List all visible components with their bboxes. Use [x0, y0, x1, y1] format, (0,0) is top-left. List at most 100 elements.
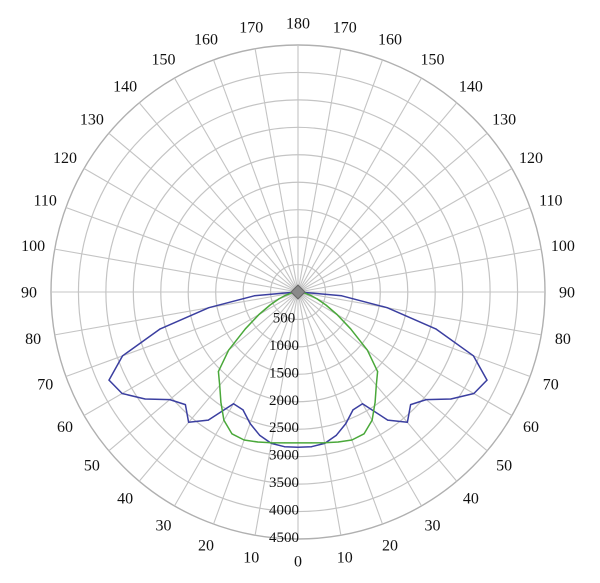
- series-1-point: [410, 404, 412, 406]
- grid-spoke: [254, 48, 299, 293]
- series-2-point: [324, 442, 326, 444]
- series-2-point: [243, 439, 245, 441]
- angle-tick-label: 20: [382, 537, 398, 554]
- series-1-point: [169, 399, 171, 401]
- series-2-point: [363, 433, 365, 435]
- series-1-point: [310, 446, 313, 448]
- angle-tick-label: 140: [113, 78, 137, 95]
- radial-tick-label: 4500: [269, 530, 299, 546]
- series-1-point: [361, 403, 364, 405]
- series-1-point: [345, 422, 347, 425]
- grid-spoke: [297, 102, 458, 293]
- angle-tick-label: 50: [84, 457, 100, 474]
- center-marker-shape: [290, 284, 306, 300]
- series-1-point: [425, 399, 427, 401]
- angle-tick-label: 70: [37, 377, 53, 394]
- grid-spoke: [297, 248, 542, 293]
- series-1-point: [207, 419, 209, 421]
- series-2-point: [284, 442, 286, 444]
- grid-spoke: [54, 291, 299, 336]
- series-1-point: [473, 392, 475, 395]
- angle-tick-label: 110: [33, 193, 56, 210]
- angle-tick-label: 160: [194, 32, 218, 49]
- series-2-point: [217, 371, 219, 373]
- grid-spoke: [297, 77, 422, 293]
- radial-tick-label: 3000: [269, 448, 299, 464]
- angle-tick-label: 20: [198, 537, 214, 554]
- series-2-point: [310, 294, 312, 296]
- series-2-point: [258, 313, 260, 316]
- angle-tick-label: 60: [523, 419, 539, 436]
- series-1-point: [232, 403, 235, 405]
- grid-spoke: [297, 207, 531, 293]
- angle-tick-label: 80: [555, 331, 571, 348]
- angle-tick-label: 40: [117, 491, 133, 508]
- series-2-point: [244, 328, 246, 330]
- series-2-point: [374, 401, 376, 403]
- series-1-point: [188, 421, 190, 423]
- series-2-point: [351, 439, 353, 441]
- grid-spoke: [297, 48, 342, 293]
- series-2-point: [231, 433, 233, 435]
- grid-spoke: [297, 132, 488, 293]
- angle-tick-label: 30: [156, 518, 172, 535]
- angle-tick-label: 170: [239, 20, 263, 37]
- angle-tick-label: 120: [519, 150, 543, 167]
- series-1-point: [108, 379, 110, 381]
- grid-spoke: [297, 291, 488, 452]
- series-layer: [108, 291, 488, 449]
- grid-spoke: [108, 132, 299, 293]
- grid-spoke: [174, 291, 299, 507]
- angle-tick-label: 160: [378, 32, 402, 49]
- series-2-point: [257, 441, 259, 443]
- series-2-point: [284, 294, 286, 296]
- tick-labels: 1801701601501401301201101009080706050403…: [21, 16, 575, 571]
- angle-tick-label: 40: [463, 491, 479, 508]
- series-2-point: [219, 384, 221, 386]
- series-1-point: [450, 398, 452, 400]
- series-1-point: [283, 446, 286, 448]
- series-2-point: [297, 442, 299, 444]
- series-1-point: [352, 409, 354, 411]
- radial-tick-label: 500: [273, 310, 296, 326]
- angle-tick-label: 50: [496, 457, 512, 474]
- grid-spoke: [108, 291, 299, 452]
- series-1-point: [435, 328, 437, 330]
- radial-tick-label: 1500: [269, 365, 299, 381]
- series-2-point: [270, 442, 272, 444]
- grid-spoke: [83, 168, 299, 293]
- angle-tick-label: 100: [551, 238, 575, 255]
- series-1-point: [297, 446, 299, 448]
- grid-spoke: [297, 291, 342, 536]
- series-2-point: [337, 441, 339, 443]
- angle-tick-label: 70: [543, 377, 559, 394]
- grid-spoke: [138, 291, 299, 482]
- series-1-point: [159, 328, 161, 330]
- grid-spoke: [174, 77, 299, 293]
- series-2-point: [377, 371, 379, 373]
- angle-tick-label: 80: [25, 331, 41, 348]
- center-marker: [290, 284, 306, 300]
- angle-tick-label: 10: [337, 549, 353, 566]
- angle-tick-label: 150: [421, 52, 445, 69]
- series-2-point: [325, 304, 327, 306]
- angle-tick-label: 30: [425, 518, 441, 535]
- grid-spoke: [297, 291, 383, 525]
- angle-tick-label: 140: [459, 78, 483, 95]
- grid-spoke: [297, 59, 383, 293]
- angle-tick-label: 90: [21, 285, 37, 302]
- series-1-point: [184, 404, 186, 406]
- series-2-point: [228, 349, 230, 351]
- grid-spoke: [297, 291, 422, 507]
- angle-tick-label: 130: [492, 112, 516, 129]
- radial-tick-label: 1000: [269, 338, 299, 354]
- grid-spoke: [213, 291, 299, 525]
- polar-grid: [50, 44, 546, 540]
- angle-tick-label: 60: [57, 419, 73, 436]
- series-1-point: [486, 379, 488, 381]
- series-1-point: [208, 307, 210, 309]
- grid-spoke: [254, 291, 299, 536]
- angle-tick-label: 150: [152, 52, 176, 69]
